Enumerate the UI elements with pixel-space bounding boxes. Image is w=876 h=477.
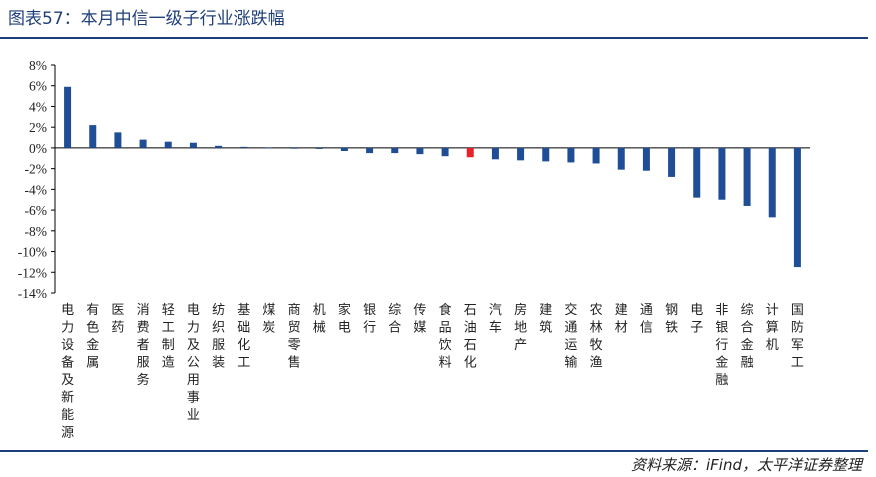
x-category-label: 建筑 [539,303,552,336]
bar [718,147,726,200]
y-tick-label: 0% [29,141,47,156]
x-category-label: 煤炭 [262,303,275,336]
y-tick-label: -8% [25,224,48,239]
bar [416,147,424,155]
bar [215,145,223,148]
bar [743,147,751,206]
source-note: 资料来源：iFind，太平洋证券整理 [631,456,862,474]
bar [567,147,575,163]
bar [290,147,298,149]
x-category-label: 国防军工 [791,303,804,371]
x-category-label: 农林牧渔 [590,303,603,371]
bar [466,147,474,158]
y-tick-label: -6% [25,203,48,218]
y-tick-label: 4% [29,99,47,114]
bar [340,147,348,152]
x-category-label: 消费者服务 [137,303,150,388]
x-category-label: 房地产 [514,302,527,353]
x-category-label: 医药 [111,303,124,336]
x-category-label: 食品饮料 [439,302,452,371]
y-tick-label: 8% [29,58,47,73]
x-category-label: 商贸零售 [288,303,301,371]
x-category-label: 建材 [615,303,628,336]
x-category-label: 电子 [690,303,703,336]
bar-chart: 8% 6% 4% 2% 0% -2% -4% -6% -8% -10% -12% -14% 电力设备及新… [18,58,810,441]
x-category-label: 非银行金融 [715,303,728,388]
x-category-label: 汽车 [489,303,502,336]
y-tick-label: -12% [18,265,47,280]
bar [139,139,147,148]
x-category-label: 综合 [388,303,401,336]
bar [642,147,650,171]
bar [315,147,323,149]
bar [64,86,72,148]
x-category-label: 石油石化 [464,303,477,371]
x-category-label: 轻工制造 [162,303,175,371]
x-category-label: 有色金属 [86,303,99,371]
footer-divider [0,450,868,452]
x-category-label: 基础化工 [237,303,250,371]
x-category-label: 机械 [313,303,326,336]
y-tick-label: -2% [25,162,48,177]
x-category-label: 电力及公用事业 [187,303,200,423]
y-tick-label: 6% [29,79,47,94]
x-category-label: 电力设备及新能源 [61,303,74,441]
bar [265,147,273,149]
x-category-label: 家电 [338,302,351,336]
bar [240,146,248,148]
bar [491,147,499,160]
bar [592,147,600,164]
bar [693,147,701,198]
bar [164,141,172,148]
bar [793,147,801,268]
bar [189,142,197,148]
bar [517,147,525,161]
y-tick-label: 2% [29,120,47,135]
bar [114,132,122,148]
x-category-label: 传媒 [413,303,426,336]
bar [668,147,676,177]
chart-title: 图表57：本月中信一级子行业涨跌幅 [8,9,285,29]
bar [617,147,625,170]
bar [391,147,399,154]
x-category-label: 综合金融 [741,303,754,371]
x-category-label: 通信 [640,303,653,336]
x-category-label: 钢铁 [665,303,678,336]
bar [89,125,97,148]
x-category-label: 计算机 [766,303,779,353]
bar [542,147,550,162]
x-category-label: 纺织服装 [212,303,225,371]
bar [366,147,374,154]
bar [768,147,776,218]
x-category-label: 银行 [363,303,376,336]
y-tick-label: -14% [18,286,47,301]
y-tick-label: -4% [25,182,48,197]
x-category-label: 交通运输 [564,302,577,371]
y-tick-label: -10% [18,245,47,260]
bar [441,147,449,157]
title-divider [0,37,868,39]
